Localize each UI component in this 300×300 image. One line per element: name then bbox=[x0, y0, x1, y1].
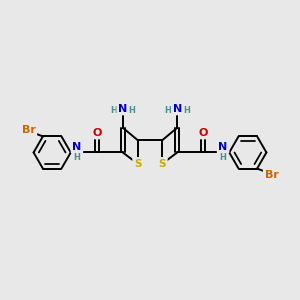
Text: O: O bbox=[199, 128, 208, 138]
Text: H: H bbox=[129, 106, 136, 115]
Text: S: S bbox=[159, 159, 166, 169]
Text: H: H bbox=[220, 153, 226, 162]
Text: Br: Br bbox=[265, 170, 278, 180]
Text: H: H bbox=[110, 106, 117, 115]
Text: H: H bbox=[74, 153, 80, 162]
Text: H: H bbox=[164, 106, 171, 115]
Text: H: H bbox=[183, 106, 190, 115]
Text: O: O bbox=[92, 128, 101, 138]
Text: N: N bbox=[118, 103, 128, 114]
Text: S: S bbox=[134, 159, 141, 169]
Text: N: N bbox=[172, 103, 182, 114]
Text: N: N bbox=[72, 142, 82, 152]
Text: Br: Br bbox=[22, 125, 35, 135]
Text: N: N bbox=[218, 142, 228, 152]
